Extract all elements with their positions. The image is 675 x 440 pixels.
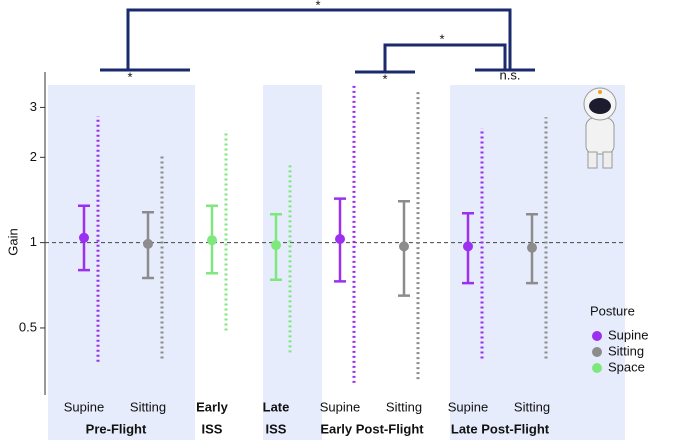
legend-title: Posture <box>590 303 635 318</box>
x-tick-label: Late <box>263 399 290 414</box>
legend-label: Sitting <box>608 343 644 358</box>
y-tick-label: 2 <box>30 149 37 164</box>
x-tick-label: Sitting <box>386 399 422 414</box>
legend-swatch <box>592 347 602 357</box>
mean-point <box>335 233 345 244</box>
mean-point <box>399 241 409 252</box>
x-tick-label: Supine <box>64 399 104 414</box>
legend-label: Supine <box>608 327 648 342</box>
x-tick-label: Early <box>196 399 229 414</box>
x-tick-label: Supine <box>448 399 488 414</box>
annotation: n.s. <box>500 67 521 82</box>
annotation: * <box>315 0 320 12</box>
y-tick-label: 1 <box>30 234 37 249</box>
legend-label: Space <box>608 359 645 374</box>
mean-point <box>79 232 89 243</box>
background-shading <box>48 85 625 440</box>
group-label: Pre-Flight <box>86 421 147 436</box>
x-tick-label: Supine <box>320 399 360 414</box>
y-tick-label: 0.5 <box>19 319 37 334</box>
x-tick-label: Sitting <box>514 399 550 414</box>
group-label: ISS <box>266 421 287 436</box>
mean-point <box>143 238 153 249</box>
annotation: * <box>382 71 387 86</box>
y-axis-label: Gain <box>5 228 20 255</box>
legend-swatch <box>592 331 602 341</box>
group-label: Early Post-Flight <box>320 421 424 436</box>
annotation: * <box>439 31 444 46</box>
mean-point <box>207 235 217 246</box>
group-label: Late Post-Flight <box>451 421 550 436</box>
mean-point <box>463 241 473 252</box>
legend-swatch <box>592 363 602 373</box>
x-tick-label: Sitting <box>130 399 166 414</box>
mean-point <box>271 240 281 251</box>
group-label: ISS <box>202 421 223 436</box>
astronaut-icon <box>583 87 617 169</box>
significance-brackets <box>100 8 535 74</box>
y-tick-label: 3 <box>30 99 37 114</box>
annotation: * <box>127 69 132 84</box>
mean-point <box>527 242 537 253</box>
